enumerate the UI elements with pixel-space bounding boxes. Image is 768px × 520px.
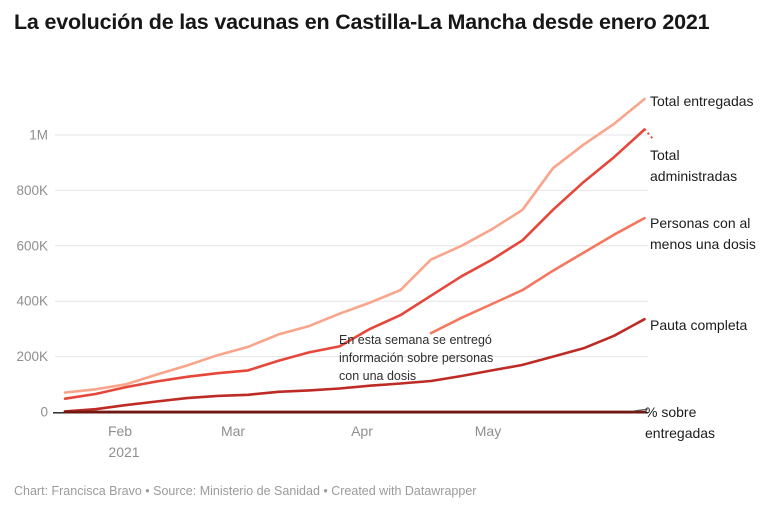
label-connector-2	[632, 408, 649, 412]
x-axis-tick-label: Mar	[221, 423, 245, 439]
series-line-total-entregadas	[63, 97, 646, 394]
chart-footer-credit: Chart: Francisca Bravo • Source: Ministe…	[14, 484, 477, 498]
label-connector-1	[643, 128, 654, 140]
series-label-total-entregadas: Total entregadas	[650, 93, 754, 109]
x-axis-tick-year-label: 2021	[108, 444, 139, 460]
series-label-total-administradas: Total administradas	[650, 147, 738, 184]
y-axis-tick-label: 200K	[16, 349, 48, 364]
x-axis-tick-label: May	[475, 423, 501, 439]
series-line-personas-con-al-menos-una-dosis	[429, 216, 646, 335]
y-axis-tick-label: 400K	[16, 294, 48, 309]
series-line-pauta-completa	[63, 317, 646, 413]
chart-annotation: En esta semana se entregó información so…	[339, 331, 524, 385]
annotation-line-3: con una dosis	[339, 369, 417, 384]
series-label-personas-una-dosis: Personas con al menos una dosis	[650, 215, 756, 252]
annotation-line-2: información sobre personas	[339, 351, 494, 366]
series-label-pct-sobre-entregadas: % sobre entregadas	[645, 404, 716, 441]
chart-title: La evolución de las vacunas en Castilla-…	[14, 10, 710, 34]
series-label-pauta-completa: Pauta completa	[650, 317, 748, 333]
annotation-line-1: En esta semana se entregó	[339, 333, 492, 347]
x-axis-tick-label: Feb	[108, 423, 132, 439]
y-axis-tick-label: 800K	[16, 183, 48, 198]
y-axis-tick-label: 600K	[16, 238, 48, 253]
y-axis-tick-label: 1M	[29, 128, 48, 143]
y-axis-tick-label: 0	[40, 405, 48, 420]
x-axis-tick-label: Apr	[351, 423, 373, 439]
series-line-total-administradas	[63, 128, 646, 401]
